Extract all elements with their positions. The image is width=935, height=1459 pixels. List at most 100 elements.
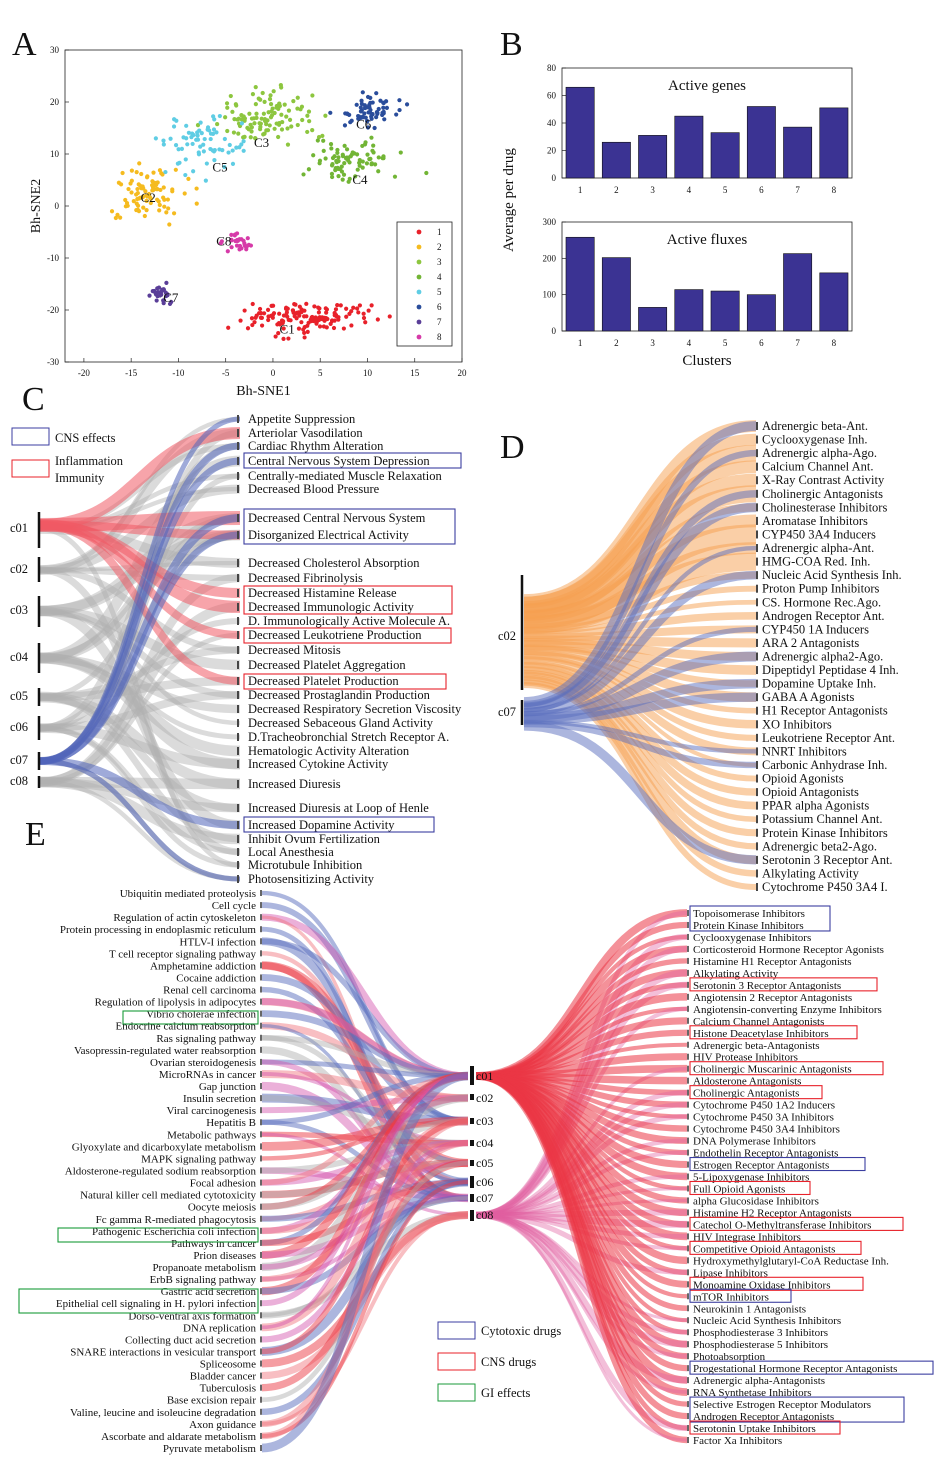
- scatter-point-cluster-3: [285, 126, 290, 131]
- target-label: Cyclooxygenase Inh.: [762, 433, 868, 447]
- scatter-point-cluster-6: [382, 117, 387, 122]
- flow-pathway: [261, 1094, 469, 1210]
- scatter-point-cluster-3: [258, 124, 263, 129]
- scatter-point-cluster-5: [211, 114, 216, 119]
- scatter-point-cluster-4: [347, 176, 352, 181]
- scatter-point-cluster-4: [306, 167, 311, 172]
- scatter-point-cluster-4: [330, 155, 336, 161]
- scatter-point-cluster-5: [199, 130, 204, 136]
- scatter-point-cluster-5: [241, 148, 246, 153]
- scatter-point-cluster-6: [365, 119, 370, 124]
- cluster-label: c05: [10, 689, 28, 703]
- target-label: Selective Estrogen Receptor Modulators: [693, 1399, 871, 1411]
- scatter-point-cluster-2: [144, 175, 150, 180]
- scatter-point-cluster-5: [161, 142, 166, 147]
- pathway-label: Renal cell carcinoma: [163, 985, 256, 997]
- flow-blue: [523, 720, 757, 769]
- scatter-point-cluster-4: [424, 170, 429, 176]
- cluster-annotation: C6: [356, 117, 372, 132]
- pathway-label: T cell receptor signaling pathway: [109, 948, 257, 960]
- x-tick-label-a: -20: [78, 368, 90, 378]
- bar: [819, 272, 849, 332]
- scatter-point-cluster-5: [234, 145, 239, 150]
- scatter-point-cluster-1: [316, 305, 321, 310]
- scatter-point-cluster-4: [333, 167, 338, 173]
- scatter-point-cluster-1: [369, 303, 374, 308]
- scatter-point-cluster-3: [285, 142, 291, 147]
- cluster-label: c02: [10, 562, 28, 576]
- flow-pathway: [261, 1095, 469, 1114]
- target-label: Estrogen Receptor Antagonists: [693, 1160, 829, 1172]
- flow-pathway: [261, 1071, 469, 1453]
- cytotoxic-legend-swatch: [437, 1321, 476, 1340]
- scatter-point-cluster-3: [245, 125, 250, 130]
- scatter-point-cluster-2: [157, 208, 162, 213]
- scatter-point-cluster-3: [277, 103, 283, 109]
- target-label: Monoamine Oxidase Inhibitors: [693, 1279, 830, 1291]
- target-highlight-box: [689, 1276, 864, 1291]
- effect-label: Decreased Immunologic Activity: [248, 600, 415, 614]
- effect-label: Centrally-mediated Muscle Relaxation: [248, 469, 442, 483]
- scatter-point-cluster-3: [268, 102, 274, 107]
- effect-label: Decreased Leukotriene Production: [248, 628, 422, 642]
- target-label: HMG-COA Red. Inh.: [762, 555, 870, 569]
- bar: [638, 135, 668, 179]
- scatter-point-cluster-8: [235, 238, 240, 243]
- target-highlight-box: [689, 1085, 823, 1100]
- highlight-box: [243, 816, 435, 833]
- scatter-point-cluster-6: [384, 105, 389, 110]
- flow-gray: [39, 723, 241, 769]
- scatter-point-cluster-5: [191, 132, 196, 138]
- flow-blue: [523, 721, 757, 865]
- scatter-point-cluster-3: [310, 128, 315, 133]
- target-label: Adrenergic beta2-Ago.: [762, 839, 877, 853]
- flow-gray: [39, 416, 241, 573]
- flow-pathway: [261, 1194, 469, 1295]
- scatter-point-cluster-1: [341, 326, 346, 331]
- scatter-point-cluster-3: [251, 116, 257, 121]
- flow-target: [475, 1211, 688, 1348]
- scatter-point-cluster-2: [171, 211, 177, 216]
- flow-blue: [39, 531, 241, 765]
- target-highlight-box: [689, 1025, 858, 1040]
- y-tick-label-a: -30: [47, 357, 59, 367]
- flow-gray: [39, 691, 241, 732]
- cluster-label: c03: [10, 603, 28, 617]
- scatter-point-cluster-4: [365, 152, 370, 157]
- flow-gray: [39, 652, 241, 770]
- y-tick-label-b: 60: [547, 91, 557, 101]
- scatter-point-cluster-3: [260, 90, 265, 96]
- scatter-point-cluster-8: [232, 232, 238, 237]
- target-highlight-box: [689, 1156, 866, 1172]
- scatter-point-cluster-1: [277, 322, 283, 327]
- flow-target: [475, 1213, 688, 1394]
- scatter-point-cluster-3: [284, 114, 289, 119]
- x-tick-label-b: 8: [832, 185, 837, 195]
- flow-gray: [39, 691, 241, 790]
- flow-pathway: [261, 1212, 469, 1426]
- scatter-point-cluster-4: [301, 172, 306, 177]
- gi-legend-label: GI effects: [481, 1386, 531, 1400]
- target-label: Adrenergic alpha-Ago.: [762, 446, 877, 460]
- scatter-point-cluster-2: [150, 188, 155, 193]
- flow-blue: [523, 570, 757, 717]
- target-label: Histamine H1 Receptor Antagonists: [693, 956, 852, 968]
- bar-chart-title: Active fluxes: [667, 232, 748, 248]
- target-label: NNRT Inhibitors: [762, 744, 847, 758]
- scatter-point-cluster-2: [141, 205, 146, 210]
- scatter-point-cluster-5: [203, 178, 208, 183]
- scatter-point-cluster-2: [129, 190, 134, 195]
- scatter-point-cluster-2: [134, 170, 139, 175]
- cluster-label: c02: [476, 1091, 493, 1105]
- target-label: Androgen Receptor Antagonists: [693, 1411, 834, 1423]
- scatter-point-cluster-3: [195, 123, 201, 128]
- pathway-label: Gap junction: [199, 1081, 257, 1093]
- scatter-point-cluster-6: [372, 125, 377, 131]
- pathway-label: Vibrio cholerae infection: [146, 1009, 256, 1021]
- panel-label-c: C: [22, 381, 45, 418]
- x-tick-label-b: 1: [578, 338, 583, 348]
- target-label: Serotonin Uptake Inhibitors: [693, 1423, 816, 1435]
- scatter-point-cluster-3: [268, 93, 273, 98]
- scatter-point-cluster-2: [194, 186, 199, 191]
- scatter-point-cluster-3: [253, 136, 258, 141]
